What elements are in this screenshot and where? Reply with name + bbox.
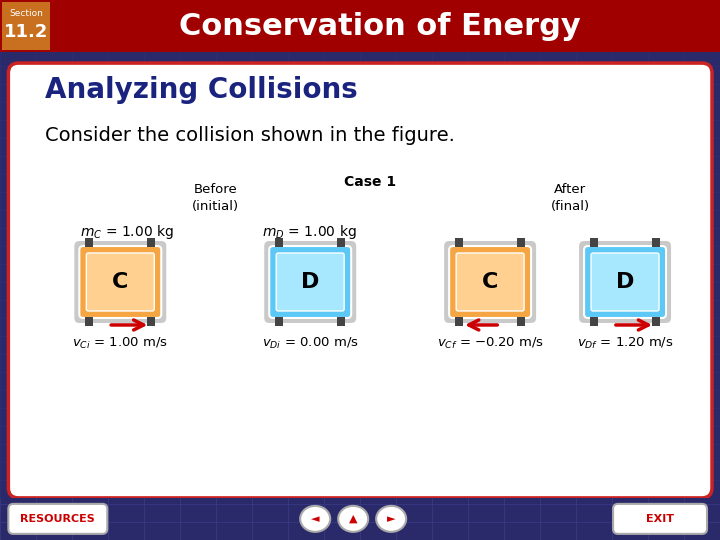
FancyBboxPatch shape	[584, 246, 666, 318]
Text: D: D	[616, 272, 634, 292]
Text: ◄: ◄	[311, 514, 320, 524]
Bar	[590, 317, 598, 326]
FancyBboxPatch shape	[264, 241, 356, 323]
Text: 11.2: 11.2	[4, 23, 48, 41]
Text: Conservation of Energy: Conservation of Energy	[179, 12, 581, 40]
Ellipse shape	[338, 506, 368, 532]
Text: D: D	[301, 272, 320, 292]
Text: Analyzing Collisions: Analyzing Collisions	[45, 76, 358, 104]
Text: ►: ►	[387, 514, 395, 524]
Ellipse shape	[376, 506, 406, 532]
Bar	[337, 317, 345, 326]
FancyBboxPatch shape	[79, 246, 161, 318]
Bar	[275, 317, 283, 326]
FancyBboxPatch shape	[9, 63, 712, 498]
Bar	[86, 317, 94, 326]
Bar	[517, 317, 525, 326]
Text: Case 1: Case 1	[344, 175, 396, 189]
Text: $v_{Di}$ = 0.00 m/s: $v_{Di}$ = 0.00 m/s	[262, 335, 359, 350]
FancyBboxPatch shape	[74, 241, 166, 323]
Text: $v_{Cf}$ = −0.20 m/s: $v_{Cf}$ = −0.20 m/s	[436, 335, 544, 350]
Bar	[590, 238, 598, 247]
FancyBboxPatch shape	[613, 504, 707, 534]
FancyBboxPatch shape	[579, 241, 671, 323]
FancyBboxPatch shape	[9, 504, 107, 534]
Bar	[86, 238, 94, 247]
Ellipse shape	[300, 506, 330, 532]
Text: $m_D$ = 1.00 kg: $m_D$ = 1.00 kg	[262, 223, 357, 241]
Text: Section: Section	[9, 9, 43, 18]
Text: $v_{Df}$ = 1.20 m/s: $v_{Df}$ = 1.20 m/s	[577, 335, 673, 350]
FancyBboxPatch shape	[591, 253, 659, 311]
FancyBboxPatch shape	[2, 2, 50, 50]
Bar	[455, 238, 463, 247]
Bar	[337, 238, 345, 247]
Text: C: C	[482, 272, 498, 292]
Text: EXIT: EXIT	[646, 514, 674, 524]
FancyBboxPatch shape	[1, 0, 720, 52]
Bar	[1, 498, 720, 540]
Text: ▲: ▲	[349, 514, 357, 524]
Bar	[652, 238, 660, 247]
Text: After
(final): After (final)	[551, 183, 590, 213]
FancyBboxPatch shape	[86, 253, 154, 311]
Bar	[652, 317, 660, 326]
Text: $m_C$ = 1.00 kg: $m_C$ = 1.00 kg	[81, 223, 174, 241]
Bar	[517, 238, 525, 247]
Bar	[148, 238, 156, 247]
FancyBboxPatch shape	[444, 241, 536, 323]
FancyBboxPatch shape	[269, 246, 351, 318]
Bar	[455, 317, 463, 326]
Bar	[275, 238, 283, 247]
Text: Consider the collision shown in the figure.: Consider the collision shown in the figu…	[45, 126, 455, 145]
FancyBboxPatch shape	[449, 246, 531, 318]
Text: C: C	[112, 272, 128, 292]
Text: RESOURCES: RESOURCES	[20, 514, 95, 524]
Text: Before
(initial): Before (initial)	[192, 183, 239, 213]
Bar	[148, 317, 156, 326]
FancyBboxPatch shape	[276, 253, 344, 311]
Text: $v_{Ci}$ = 1.00 m/s: $v_{Ci}$ = 1.00 m/s	[72, 335, 168, 350]
FancyBboxPatch shape	[456, 253, 524, 311]
